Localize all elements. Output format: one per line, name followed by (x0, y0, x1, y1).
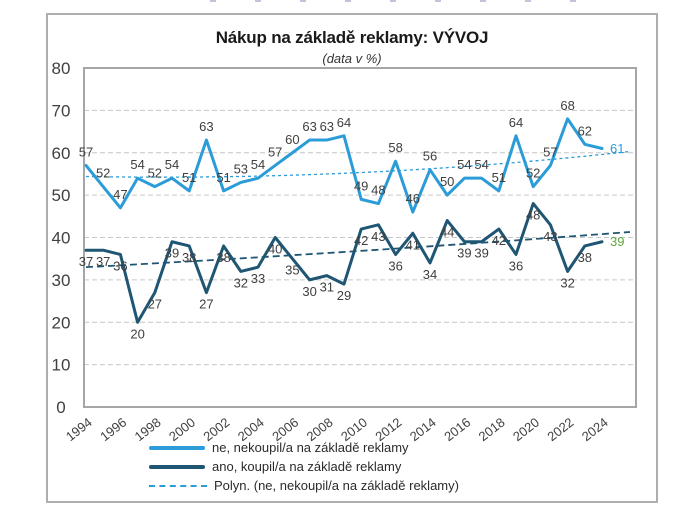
legend-label-ne-nekoupil: ne, nekoupil/a na základě reklamy (212, 440, 409, 455)
legend-label-polyn-trendline: Polyn. (ne, nekoupil/a na základě reklam… (214, 478, 459, 493)
chart-subtitle: (data v %) (322, 51, 382, 66)
chart-legend: ne, nekoupil/a na základě reklamy ano, k… (149, 438, 459, 495)
legend-item-polyn-trendline: Polyn. (ne, nekoupil/a na základě reklam… (149, 476, 459, 495)
legend-line-sample-dark-blue (149, 464, 205, 469)
legend-item-ne-nekoupil: ne, nekoupil/a na základě reklamy (149, 438, 459, 457)
legend-line-sample-light-blue (149, 445, 205, 450)
legend-line-sample-dashed-light-blue (149, 484, 207, 487)
legend-item-ano-koupil: ano, koupil/a na základě reklamy (149, 457, 459, 476)
legend-label-ano-koupil: ano, koupil/a na základě reklamy (212, 459, 402, 474)
chart-figure: Nákup na základě reklamy: VÝVOJ (data v … (46, 13, 658, 503)
chart-title: Nákup na základě reklamy: VÝVOJ (215, 28, 489, 47)
clipped-text-fragment (210, 0, 582, 2)
